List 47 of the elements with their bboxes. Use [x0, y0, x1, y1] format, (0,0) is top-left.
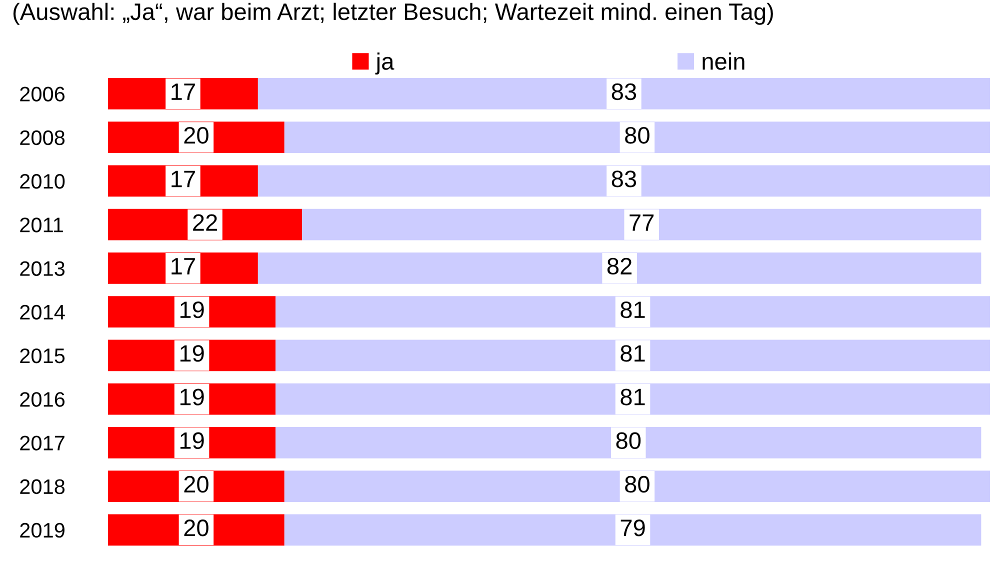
data-label: 83: [612, 170, 636, 188]
bar: [276, 296, 990, 328]
bar: [276, 383, 990, 415]
bar: [258, 78, 990, 110]
y-tick-label: 2019: [20, 522, 64, 538]
data-label: 19: [180, 301, 204, 318]
y-tick-label: 2011: [20, 218, 63, 232]
data-label: 81: [620, 301, 645, 318]
data-label: 17: [172, 258, 195, 274]
chart-subtitle: (Auswahl: „Ja“, war beim Arzt; letzter Besuch; Wartezeit mind. einen Tag): [13, 2, 773, 25]
legend-label: nein: [702, 52, 744, 70]
data-label: 80: [625, 126, 650, 144]
data-label: 83: [612, 83, 636, 100]
y-tick-label: 2017: [20, 436, 64, 450]
data-label: 19: [180, 432, 204, 450]
y-tick-label: 2016: [20, 392, 65, 407]
y-tick-label: 2013: [20, 261, 65, 276]
data-label: 17: [172, 84, 195, 100]
bar: [302, 208, 982, 240]
data-label: 20: [184, 476, 208, 493]
legend-label: ja: [375, 52, 394, 75]
data-label: 82: [607, 258, 632, 275]
bar: [258, 165, 990, 197]
y-tick-label: 2010: [20, 174, 65, 189]
bar: [258, 252, 982, 284]
bar: [284, 470, 990, 502]
data-label: 22: [193, 214, 217, 231]
data-label: 80: [616, 432, 641, 450]
bar: [276, 340, 990, 372]
bar: [284, 122, 990, 154]
data-label: 19: [180, 388, 204, 406]
data-label: 81: [620, 388, 645, 406]
bar: [276, 426, 982, 458]
bar: [284, 514, 982, 546]
data-label: 20: [184, 126, 208, 144]
data-label: 81: [620, 345, 645, 362]
data-label: 80: [625, 476, 650, 493]
y-tick-label: 2014: [20, 304, 65, 320]
y-tick-label: 2008: [20, 130, 65, 146]
y-tick-label: 2018: [20, 479, 65, 494]
data-label: 17: [172, 170, 195, 188]
data-label: 79: [620, 520, 645, 536]
y-tick-label: 2015: [20, 348, 65, 364]
data-label: 77: [630, 214, 654, 231]
data-label: 20: [184, 520, 208, 536]
y-tick-label: 2006: [20, 86, 65, 102]
data-label: 19: [180, 345, 204, 362]
